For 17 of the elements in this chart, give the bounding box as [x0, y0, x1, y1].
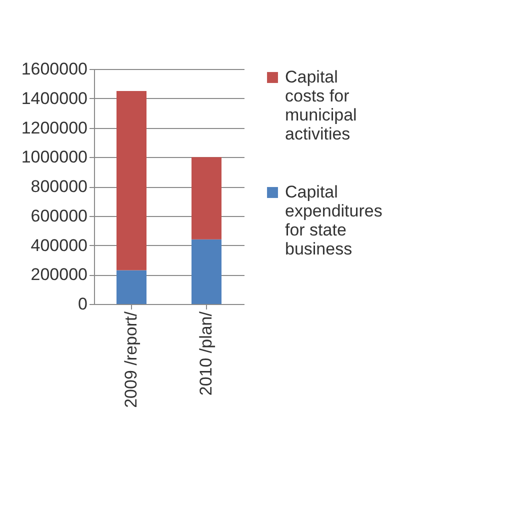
- y-tick-label: 1200000: [21, 118, 88, 138]
- legend-label: Capital costs for municipal activities: [285, 68, 357, 144]
- y-tick-label: 800000: [30, 177, 88, 196]
- bar: [116, 91, 146, 270]
- bar: [192, 157, 222, 240]
- y-tick-label: 1000000: [21, 148, 88, 167]
- y-tick-label: 1600000: [21, 60, 88, 78]
- y-tick-label: 600000: [30, 206, 88, 226]
- bar: [192, 239, 222, 304]
- y-tick-label: 1400000: [21, 88, 88, 108]
- legend-label: Capital expenditures for state business: [285, 182, 382, 258]
- y-tick-label: 0: [78, 294, 88, 314]
- bar: [116, 270, 146, 304]
- y-tick-label: 200000: [30, 265, 88, 284]
- x-tick-label: 2010 /plan/: [196, 311, 216, 396]
- x-tick-label: 2009 /report/: [122, 311, 140, 408]
- y-tick-label: 400000: [30, 236, 88, 255]
